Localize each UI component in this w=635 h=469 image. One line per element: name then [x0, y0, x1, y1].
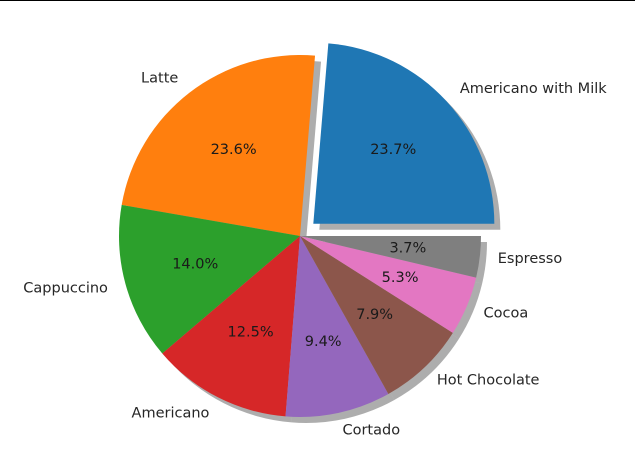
label-americano-with-milk: Americano with Milk: [460, 81, 607, 97]
top-border: [0, 0, 635, 1]
pct-hot-chocolate: 7.9%: [356, 307, 393, 323]
label-americano: Americano: [132, 405, 210, 421]
label-latte: Latte: [141, 70, 178, 86]
pct-latte: 23.6%: [211, 142, 257, 158]
slice-americano-with-milk: [313, 43, 495, 224]
slice-latte: [121, 55, 316, 236]
pct-espresso: 3.7%: [389, 241, 426, 257]
slice-cocoa: [300, 236, 477, 333]
slice-hot-chocolate: [300, 236, 453, 394]
pct-americano: 12.5%: [228, 325, 274, 341]
label-hot-chocolate: Hot Chocolate: [437, 373, 540, 389]
label-cortado: Cortado: [342, 423, 400, 439]
slice-americano: [162, 236, 300, 417]
label-cappuccino: Cappuccino: [23, 280, 108, 296]
pct-cortado: 9.4%: [305, 334, 342, 350]
slice-espresso: [300, 236, 481, 278]
slice-cortado: [285, 236, 389, 417]
slice-cappuccino: [118, 204, 300, 354]
pct-americano-with-milk: 23.7%: [370, 142, 416, 158]
label-cocoa: Cocoa: [483, 305, 528, 321]
pct-cocoa: 5.3%: [382, 270, 419, 286]
label-espresso: Espresso: [498, 251, 563, 267]
pct-cappuccino: 14.0%: [172, 257, 218, 273]
